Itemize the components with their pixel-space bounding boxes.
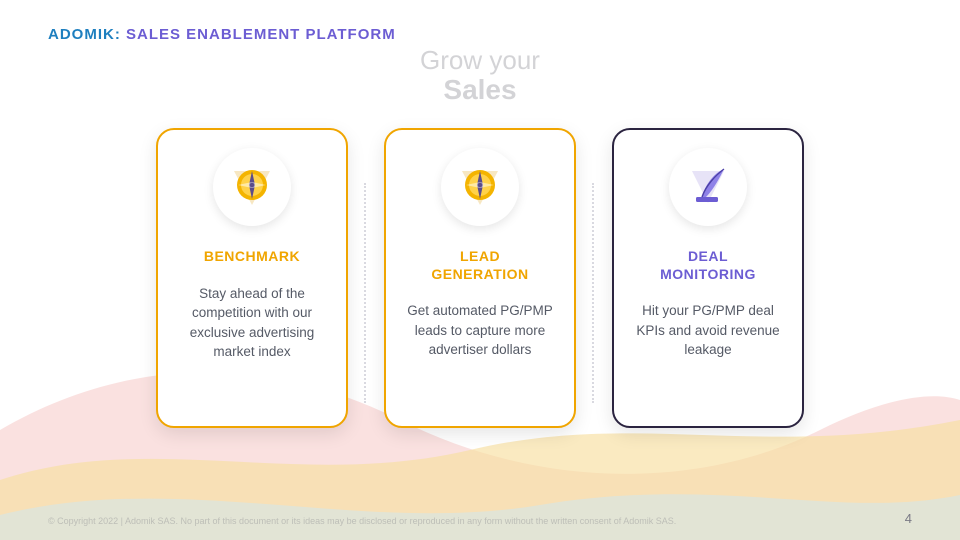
headline-line1: Grow your xyxy=(0,46,960,75)
copyright: © Copyright 2022 | Adomik SAS. No part o… xyxy=(48,516,676,526)
quill-icon xyxy=(669,148,747,226)
page-title: ADOMIK: SALES ENABLEMENT PLATFORM xyxy=(48,26,396,43)
card-lead-generation: LEAD GENERATION Get automated PG/PMP lea… xyxy=(384,128,576,428)
card-deal-monitoring: DEAL MONITORING Hit your PG/PMP deal KPI… xyxy=(612,128,804,428)
card-wrap: BENCHMARK Stay ahead of the competition … xyxy=(138,128,366,428)
card-desc: Stay ahead of the competition with our e… xyxy=(174,284,330,362)
compass-icon xyxy=(441,148,519,226)
page-subtitle: SALES ENABLEMENT PLATFORM xyxy=(121,26,396,43)
headline: Grow your Sales xyxy=(0,46,960,105)
card-wrap: LEAD GENERATION Get automated PG/PMP lea… xyxy=(366,128,594,428)
card-row: BENCHMARK Stay ahead of the competition … xyxy=(0,128,960,428)
page-number: 4 xyxy=(905,511,912,526)
card-title: LEAD GENERATION xyxy=(431,248,528,283)
card-wrap: DEAL MONITORING Hit your PG/PMP deal KPI… xyxy=(594,128,822,428)
card-title: DEAL MONITORING xyxy=(660,248,756,283)
footer: © Copyright 2022 | Adomik SAS. No part o… xyxy=(48,511,912,526)
headline-line2: Sales xyxy=(0,75,960,106)
card-desc: Hit your PG/PMP deal KPIs and avoid reve… xyxy=(630,301,786,360)
card-title: BENCHMARK xyxy=(204,248,300,266)
brand-name: ADOMIK: xyxy=(48,26,121,43)
compass-icon xyxy=(213,148,291,226)
card-desc: Get automated PG/PMP leads to capture mo… xyxy=(402,301,558,360)
card-benchmark: BENCHMARK Stay ahead of the competition … xyxy=(156,128,348,428)
